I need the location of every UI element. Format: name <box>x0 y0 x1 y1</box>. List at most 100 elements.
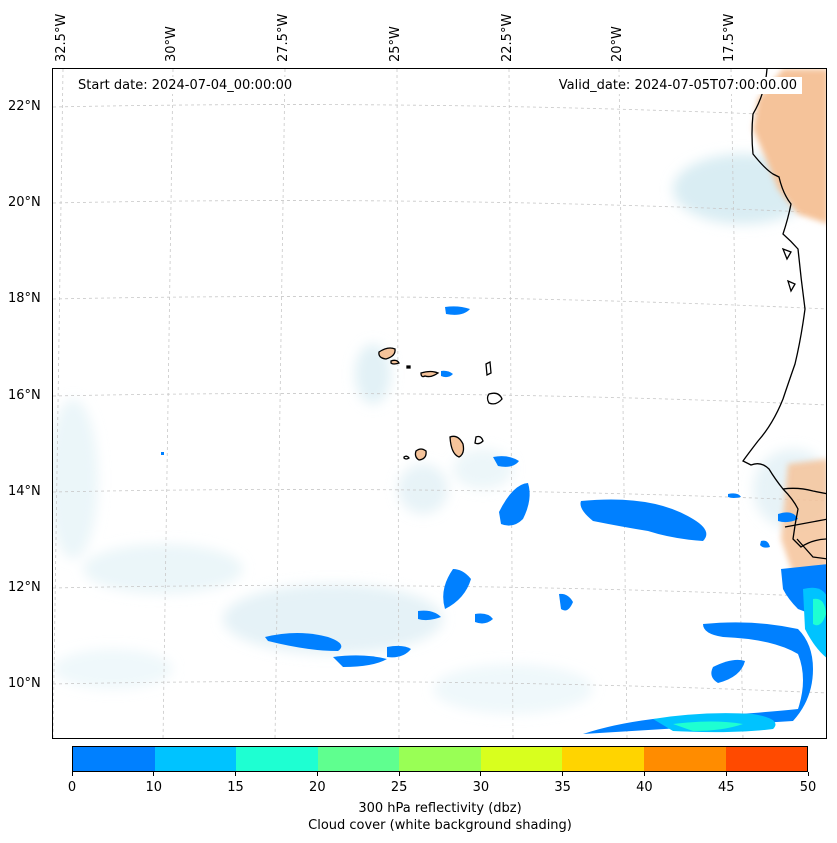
islands <box>378 347 503 461</box>
reflectivity-blob <box>493 456 519 467</box>
coast-segment <box>782 487 826 495</box>
valid-date-label: Valid_date: 2024-07-05T07:00:00.00 <box>553 77 802 94</box>
colorbar-segment <box>236 747 318 771</box>
colorbar-title: 300 hPa reflectivity (dbz) <box>358 801 522 816</box>
colorbar-tick-label: 0 <box>67 780 77 795</box>
lat-gridline <box>53 585 826 598</box>
colorbar-segment <box>399 747 481 771</box>
island-brava <box>403 455 410 460</box>
lat-label-10n: 10°N <box>8 676 41 691</box>
colorbar-tick-mark <box>153 772 155 776</box>
colorbar-segment <box>562 747 644 771</box>
lat-label-18n: 18°N <box>8 291 41 306</box>
lat-label-12n: 12°N <box>8 580 41 595</box>
cloud-patch <box>355 344 391 404</box>
reflectivity-blob <box>161 452 164 455</box>
lon-gridline <box>618 69 628 738</box>
island-sao-vicente <box>390 359 400 365</box>
lon-label-30w: 30°W <box>164 26 179 62</box>
cloud-patch <box>83 544 243 594</box>
cloud-patch <box>398 464 448 514</box>
reflectivity-blob <box>443 569 471 609</box>
colorbar-tick-label: 50 <box>799 780 817 795</box>
colorbar-tick-mark <box>562 772 564 776</box>
cloud-patch <box>53 399 98 559</box>
colorbar-tick-label: 45 <box>717 780 735 795</box>
lon-gridline <box>162 69 174 738</box>
colorbar-tick-mark <box>71 772 73 776</box>
colorbar-tick-label: 15 <box>227 780 244 795</box>
lat-gridline <box>53 393 826 406</box>
colorbar-tick-mark <box>643 772 645 776</box>
island-sao-nicolau <box>420 370 440 378</box>
colorbar-tick-mark <box>480 772 482 776</box>
island-boa-vista <box>486 392 503 405</box>
reflectivity-blob <box>333 655 387 667</box>
colorbar-segment <box>643 747 726 771</box>
colorbar-segment <box>480 747 563 771</box>
reflectivity-blob <box>813 598 826 626</box>
lat-gridline <box>53 104 826 118</box>
island-maio <box>474 435 484 445</box>
reflectivity-blob <box>778 512 798 523</box>
colorbar-segment <box>725 747 808 771</box>
colorbar-segment <box>154 747 237 771</box>
island-santiago <box>449 435 465 458</box>
lat-label-14n: 14°N <box>8 484 41 499</box>
lon-label-17-5w: 17.5°W <box>722 13 737 62</box>
island-santo-antao <box>378 347 396 360</box>
reflectivity-blob <box>728 493 741 498</box>
coast-segment <box>784 518 826 528</box>
reflectivity-blob <box>265 633 342 651</box>
island-small <box>406 365 411 369</box>
reflectivity-layer <box>161 306 826 734</box>
colorbar <box>72 746 808 772</box>
colorbar-tick-mark <box>398 772 400 776</box>
cloud-patch <box>53 649 173 689</box>
reflectivity-blob <box>418 610 441 621</box>
colorbar-tick-label: 10 <box>145 780 163 795</box>
colorbar-tick-mark <box>725 772 727 776</box>
coast-segment <box>796 538 826 560</box>
lon-label-20w: 20°W <box>610 26 625 62</box>
lon-gridline <box>274 69 286 738</box>
lat-gridline <box>53 489 826 502</box>
start-date-label: Start date: 2024-07-04_00:00:00 <box>73 77 298 94</box>
lat-label-16n: 16°N <box>8 388 41 403</box>
colorbar-tick-label: 30 <box>472 780 490 795</box>
reflectivity-blob <box>583 622 813 734</box>
reflectivity-blob <box>475 613 493 624</box>
reflectivity-blob <box>580 499 707 541</box>
colorbar-segment <box>73 747 155 771</box>
map-panel[interactable]: Start date: 2024-07-04_00:00:00 Valid_da… <box>52 68 827 739</box>
colorbar-segment <box>317 747 400 771</box>
reflectivity-blob <box>760 540 770 548</box>
lon-label-25w: 25°W <box>388 26 403 62</box>
lat-gridline <box>53 200 826 214</box>
lon-label-32-5w: 32.5°W <box>54 13 69 62</box>
colorbar-tick-mark <box>807 772 809 776</box>
colorbar-tick-label: 35 <box>554 780 571 795</box>
lon-label-22-5w: 22.5°W <box>500 13 515 62</box>
reflectivity-blob <box>387 645 411 658</box>
colorbar-tick-label: 20 <box>309 780 326 795</box>
reflectivity-blob <box>559 593 573 611</box>
coastline-layer <box>742 69 826 560</box>
island-sal <box>485 360 492 377</box>
lon-gridline <box>53 69 64 738</box>
colorbar-tick-mark <box>235 772 237 776</box>
colorbar-tick-label: 25 <box>390 780 408 795</box>
lat-label-22n: 22°N <box>8 99 41 114</box>
island-fogo <box>414 448 427 461</box>
land-shading-north <box>753 69 826 224</box>
lat-gridline <box>53 296 826 310</box>
colorbar-subtitle: Cloud cover (white background shading) <box>308 818 572 833</box>
coast-segment <box>786 279 796 293</box>
reflectivity-blob <box>445 306 470 315</box>
lon-gridline <box>508 69 514 738</box>
africa-coastline <box>742 69 826 548</box>
coast-segment <box>781 247 792 261</box>
lon-label-27-5w: 27.5°W <box>276 13 291 62</box>
map-canvas <box>53 69 826 738</box>
reflectivity-blob <box>673 721 743 731</box>
